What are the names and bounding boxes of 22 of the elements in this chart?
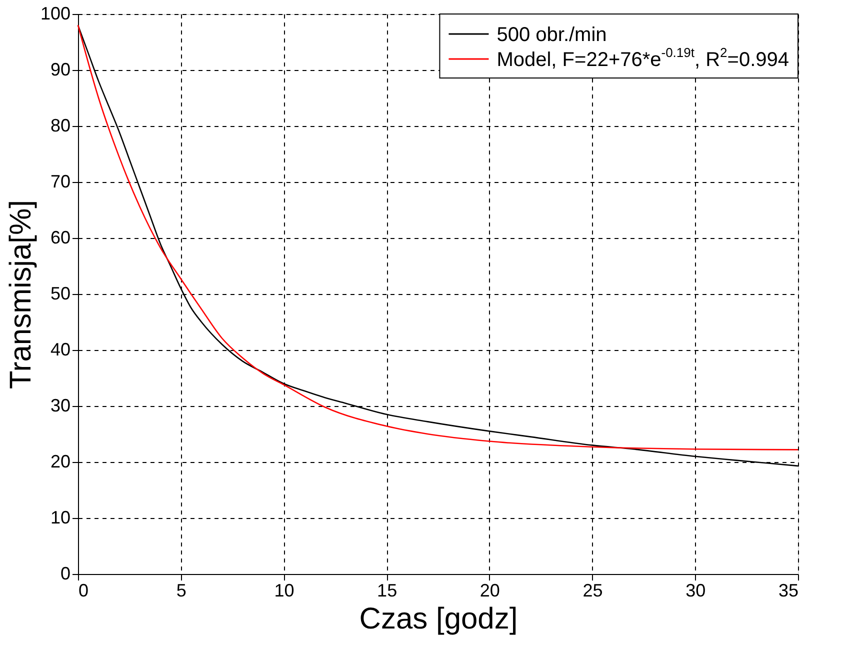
x-tick-label: 5 bbox=[176, 580, 186, 600]
x-tick-label: 30 bbox=[686, 580, 706, 600]
x-tick-label: 0 bbox=[78, 580, 89, 600]
y-tick-label: 0 bbox=[60, 564, 70, 584]
y-tick-label: 70 bbox=[50, 172, 70, 192]
x-tick-label: 25 bbox=[582, 580, 603, 600]
legend-label: 500 obr./min bbox=[496, 24, 607, 46]
y-tick-label: 90 bbox=[50, 60, 70, 80]
x-tick-label: 35 bbox=[778, 580, 798, 600]
x-axis-title: Czas [godz] bbox=[359, 602, 518, 636]
y-tick-label: 30 bbox=[50, 396, 70, 416]
x-tick-label: 10 bbox=[274, 580, 294, 600]
y-tick-label: 10 bbox=[50, 508, 70, 528]
x-tick-label: 15 bbox=[377, 580, 398, 600]
x-tick-label: 20 bbox=[480, 580, 500, 600]
y-axis-title: Transmisja[%] bbox=[4, 200, 38, 389]
y-tick-label: 50 bbox=[50, 284, 70, 304]
y-tick-label: 80 bbox=[50, 116, 70, 136]
y-tick-label: 40 bbox=[50, 340, 70, 360]
y-tick-label: 20 bbox=[50, 452, 70, 472]
y-tick-label: 60 bbox=[50, 228, 70, 248]
y-tick-label: 100 bbox=[40, 4, 70, 24]
